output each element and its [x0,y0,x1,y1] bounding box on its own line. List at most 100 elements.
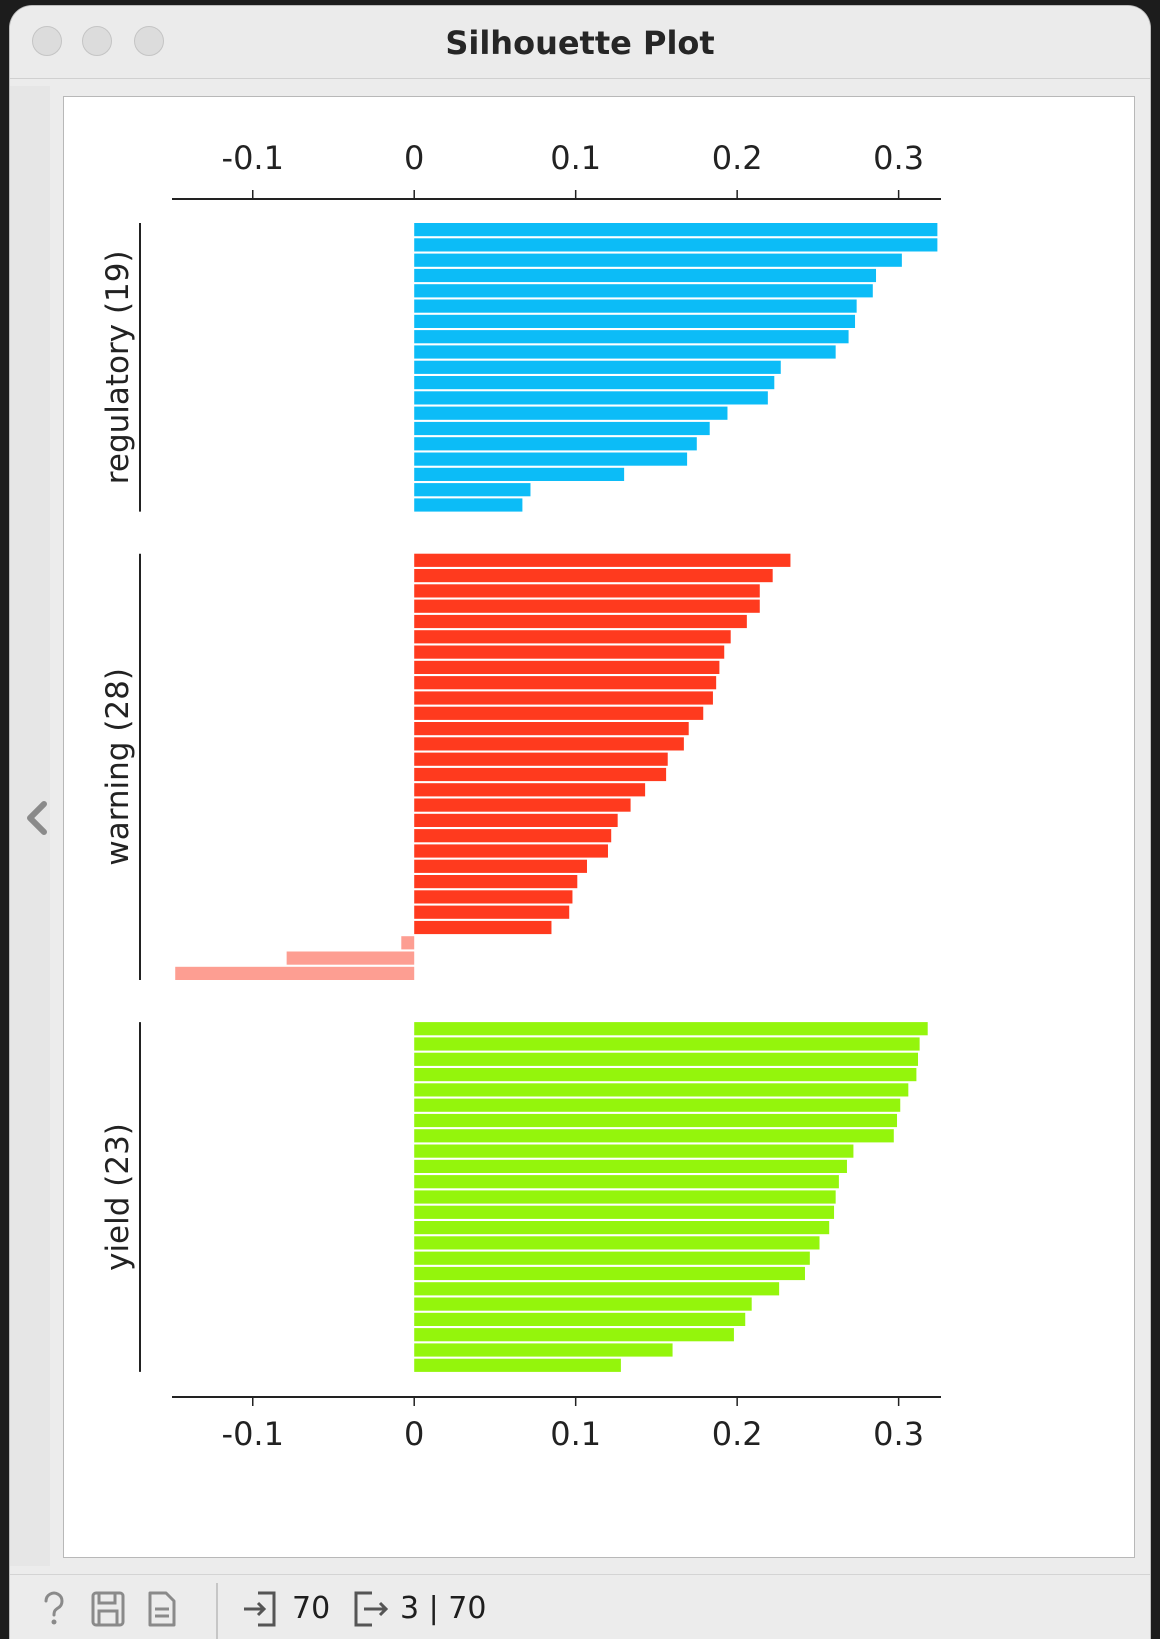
silhouette-bar [414,630,731,644]
silhouette-bar [414,920,552,935]
expand-controls-button[interactable] [18,798,58,838]
cluster-label: yield (23) [100,1123,136,1271]
silhouette-bar [175,966,415,980]
silhouette-bar [414,314,856,328]
silhouette-bar [414,1328,734,1342]
input-count: 70 [292,1591,331,1626]
silhouette-bar [414,1221,830,1235]
silhouette-bar [414,1159,847,1173]
chevron-left-icon [27,801,47,835]
title-bar: Silhouette Plot [10,6,1150,79]
silhouette-bar [414,722,689,736]
silhouette-bar [414,483,531,497]
silhouette-bar [414,829,612,843]
report-icon[interactable] [146,1589,178,1629]
silhouette-bar [414,1052,919,1066]
silhouette-bar [414,614,747,629]
silhouette-bar [414,553,791,567]
output-count: 3 | 70 [400,1591,487,1626]
silhouette-bar [414,875,578,889]
silhouette-bar [414,1022,928,1036]
silhouette-bar [414,1251,810,1265]
silhouette-bar [414,406,728,420]
x-tick-label-bottom: 0.1 [550,1415,601,1453]
minimize-window-button[interactable] [82,26,112,56]
silhouette-bar [414,268,877,283]
x-tick-label-bottom: 0.3 [873,1415,924,1453]
silhouette-bar [414,798,631,812]
silhouette-bar [414,645,725,659]
silhouette-bar [414,437,697,451]
silhouette-bar [414,1083,909,1097]
silhouette-bar [414,391,768,405]
silhouette-bar [414,691,713,705]
input-icon [244,1591,276,1627]
status-separator [216,1583,218,1639]
silhouette-bar [414,299,857,313]
silhouette-bar [414,1297,752,1311]
silhouette-bar [414,813,618,827]
silhouette-bar [414,890,573,904]
silhouette-bar [414,599,760,613]
silhouette-bar [414,1358,621,1372]
silhouette-bar [414,844,608,858]
silhouette-bar [414,1266,805,1281]
silhouette-bar [414,1236,820,1250]
silhouette-bar [414,706,704,720]
silhouette-bar [414,1190,836,1204]
silhouette-bar [414,360,781,374]
silhouette-bar [414,253,902,267]
window-title: Silhouette Plot [445,24,715,62]
silhouette-bar [414,330,849,344]
save-icon[interactable] [90,1589,126,1629]
silhouette-bar [286,951,415,965]
silhouette-bar [414,1312,746,1326]
cluster-label: regulatory (19) [100,250,136,484]
silhouette-bar [414,584,760,598]
silhouette-bar [414,1343,673,1357]
silhouette-bar [414,783,646,797]
silhouette-bar [414,1205,835,1219]
silhouette-bar [414,1129,894,1143]
silhouette-bar [414,421,710,436]
plot-area: -0.1 0 0.1 0.2 0.3 -0.1 0 0.1 0.2 0.3 regulatory (… [63,96,1135,1558]
silhouette-bar [414,1175,839,1189]
silhouette-bar [414,1037,920,1051]
silhouette-bar [414,737,684,751]
x-tick-label-bottom: 0 [404,1415,424,1453]
zoom-window-button[interactable] [134,26,164,56]
silhouette-bar [414,859,587,873]
silhouette-bar [414,238,938,252]
help-icon[interactable] [38,1589,70,1629]
silhouette-bar [414,660,720,674]
silhouette-bar [414,767,667,782]
silhouette-bar [414,467,625,481]
silhouette-chart: -0.1 0 0.1 0.2 0.3 -0.1 0 0.1 0.2 0.3 regulatory (… [100,139,941,1453]
silhouette-bar [414,452,688,466]
silhouette-bar [414,1282,780,1296]
silhouette-bar [414,1144,854,1158]
silhouette-bar [414,752,668,766]
silhouette-bar [414,1098,901,1112]
output-icon [354,1591,388,1627]
silhouette-plot-window: Silhouette Plot -0.1 0 0.1 0.2 0.3 -0.1 0 0.1 0.… [10,6,1150,1639]
x-tick-label-top: 0.3 [873,139,924,177]
silhouette-bar [414,676,717,690]
x-tick-label-bottom: -0.1 [222,1415,284,1453]
x-tick-label-top: 0.1 [550,139,601,177]
x-tick-label-top: 0 [404,139,424,177]
x-tick-label-top: 0.2 [712,139,763,177]
silhouette-bar [414,223,938,237]
silhouette-bar [414,376,775,390]
silhouette-bar [414,905,570,919]
silhouette-bar [414,345,836,359]
status-bar: 70 3 | 70 [10,1574,1150,1639]
silhouette-bar [414,284,873,298]
silhouette-bar [414,498,523,512]
x-tick-label-bottom: 0.2 [712,1415,763,1453]
cluster-label: warning (28) [100,668,136,866]
close-window-button[interactable] [32,26,62,56]
control-area-collapsed [10,86,50,1566]
silhouette-bar [414,1068,917,1082]
x-tick-label-top: -0.1 [222,139,284,177]
